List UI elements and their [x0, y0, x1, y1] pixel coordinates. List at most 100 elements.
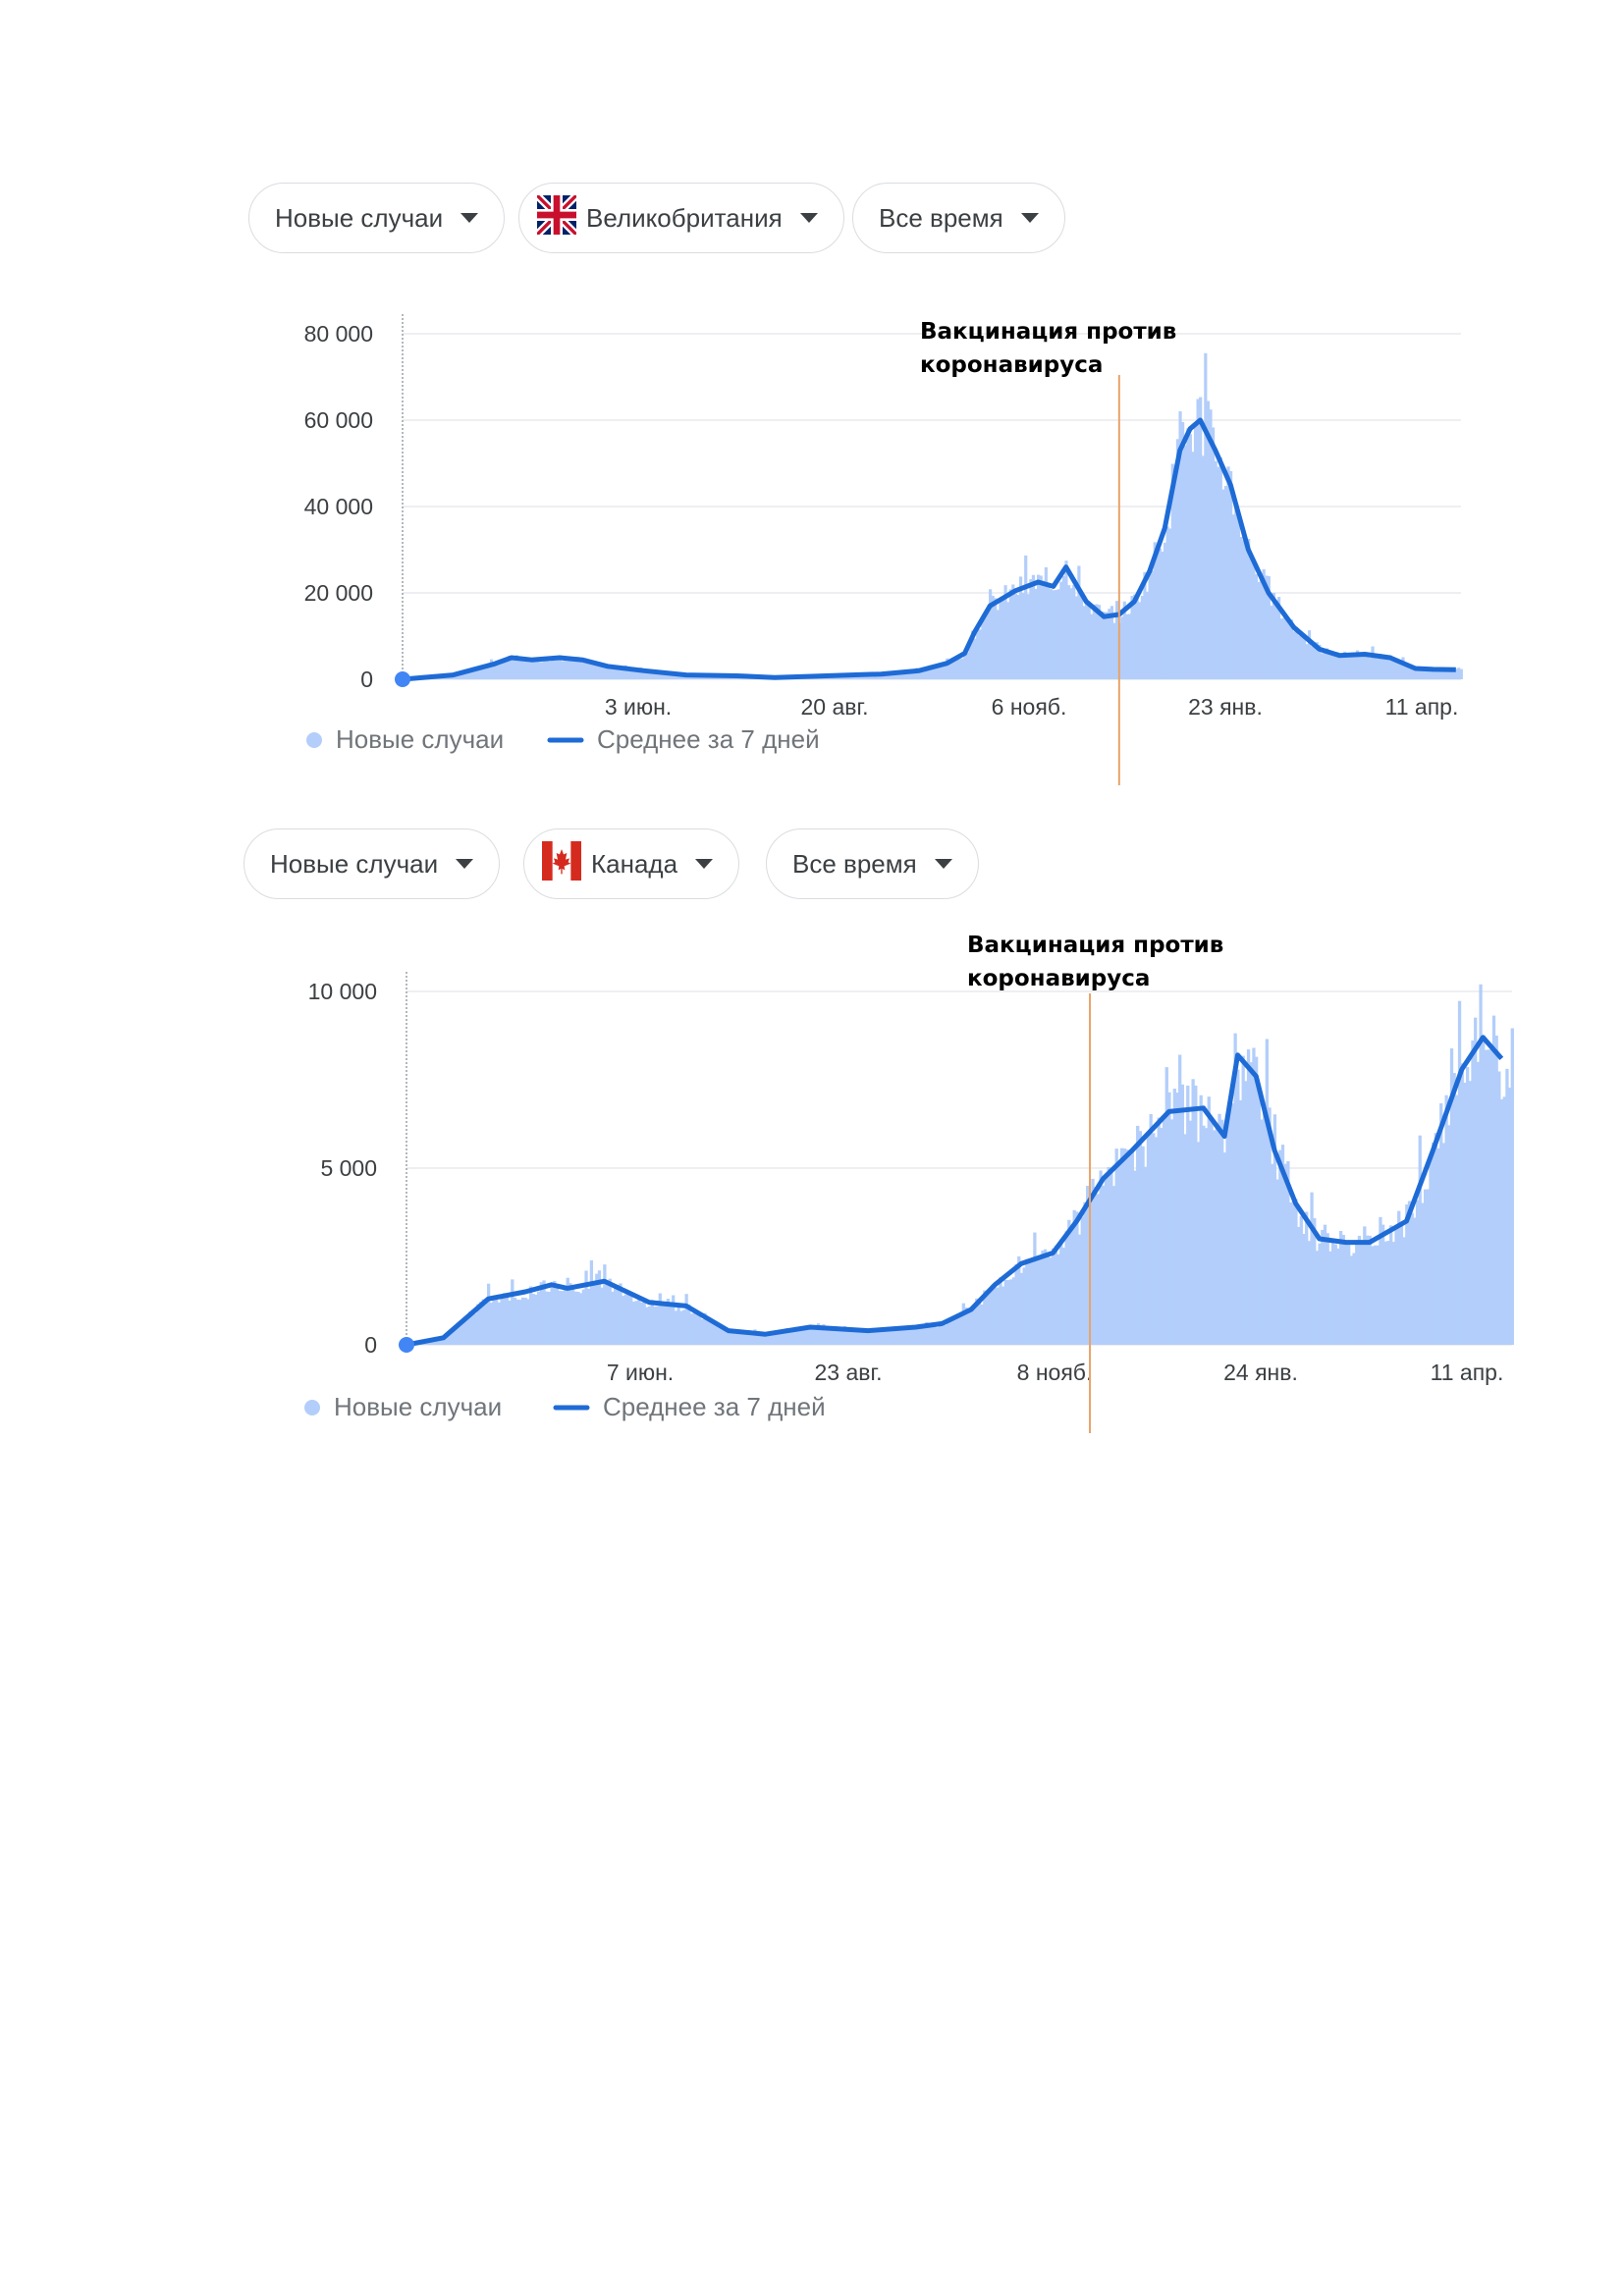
daily-bar — [703, 1312, 707, 1345]
daily-bar — [898, 1326, 902, 1345]
daily-bar — [667, 673, 671, 679]
daily-bar — [1380, 1224, 1385, 1345]
daily-bar — [558, 1290, 562, 1345]
metric-dropdown[interactable]: Новые случаи — [248, 183, 506, 253]
daily-bar — [583, 658, 587, 679]
daily-bar — [639, 667, 643, 679]
daily-bar — [584, 1270, 588, 1345]
daily-bar — [1297, 635, 1301, 679]
daily-bar — [887, 672, 892, 679]
daily-bar — [1380, 657, 1384, 679]
daily-bar — [947, 663, 951, 679]
metric-dropdown[interactable]: Новые случаи — [244, 828, 501, 899]
flag-uk-icon — [534, 191, 579, 241]
daily-bar — [1348, 657, 1352, 679]
daily-bar — [1160, 1127, 1164, 1345]
daily-bar — [864, 1330, 868, 1345]
daily-bar — [1277, 597, 1281, 679]
daily-bar — [906, 1328, 910, 1345]
daily-bar — [566, 1277, 569, 1345]
daily-bar — [644, 671, 648, 679]
daily-bar — [893, 1328, 897, 1345]
country-dropdown[interactable]: Канада — [523, 828, 740, 899]
daily-bar — [1415, 1200, 1420, 1345]
daily-bar — [689, 1313, 694, 1345]
daily-bar — [938, 667, 942, 679]
daily-bar — [658, 1293, 662, 1345]
daily-bar — [614, 666, 618, 679]
daily-bar — [1233, 1033, 1237, 1345]
daily-bar — [598, 665, 603, 679]
daily-bar — [1374, 656, 1378, 679]
daily-bar — [750, 1331, 754, 1345]
daily-bar — [1034, 588, 1038, 679]
daily-bar — [1360, 1240, 1364, 1345]
daily-bar — [580, 661, 584, 679]
daily-bar — [1241, 1055, 1245, 1345]
daily-bar — [950, 1318, 955, 1345]
daily-bar — [1127, 614, 1132, 679]
period-dropdown-label: Все время — [879, 202, 1003, 233]
daily-bar — [455, 1325, 460, 1345]
daily-bar — [489, 1303, 493, 1345]
daily-bar — [902, 672, 906, 679]
daily-bar — [484, 1301, 488, 1345]
daily-bar — [1161, 551, 1164, 679]
daily-bar — [928, 667, 932, 679]
controls-uk: Новые случаи Великобритания Все время — [248, 183, 1073, 255]
daily-bar — [1064, 561, 1068, 679]
daily-bar — [904, 671, 909, 679]
daily-bar — [1175, 439, 1180, 679]
daily-bar — [1407, 1201, 1412, 1345]
annotation-line1: Вакцинация против — [920, 319, 1176, 345]
daily-bar — [922, 667, 927, 679]
country-dropdown[interactable]: Великобритания — [518, 183, 844, 253]
daily-bar — [600, 1287, 604, 1345]
daily-bar — [1318, 1243, 1322, 1345]
daily-bar — [772, 1332, 776, 1345]
daily-bar — [556, 659, 560, 679]
period-dropdown[interactable]: Все время — [852, 183, 1065, 253]
daily-bar — [1013, 593, 1017, 679]
daily-bar — [462, 1317, 467, 1345]
daily-bar — [1494, 1036, 1498, 1345]
period-dropdown[interactable]: Все время — [766, 828, 979, 899]
daily-bar — [1157, 1117, 1161, 1345]
daily-bar — [471, 667, 476, 679]
daily-bar — [964, 1307, 968, 1345]
daily-bar — [523, 1298, 527, 1345]
daily-bar — [1199, 397, 1203, 679]
daily-bar — [641, 671, 645, 679]
daily-bar — [1401, 657, 1405, 679]
daily-bar — [1151, 570, 1155, 679]
daily-bar — [561, 1291, 565, 1345]
daily-bar — [1145, 591, 1150, 679]
daily-bar — [1046, 1255, 1050, 1345]
daily-bar — [1353, 654, 1357, 679]
daily-bar — [1366, 656, 1370, 679]
daily-bar — [1037, 574, 1041, 679]
daily-bar — [808, 1324, 813, 1345]
daily-bar — [950, 658, 954, 679]
y-tick-label: 40 000 — [304, 494, 373, 519]
daily-bar — [1236, 1069, 1240, 1345]
daily-bar — [652, 672, 656, 679]
daily-bar — [1343, 651, 1347, 679]
daily-bar — [581, 1289, 585, 1345]
country-dropdown-label: Канада — [591, 848, 678, 879]
daily-bar — [1218, 1113, 1221, 1345]
daily-bar — [474, 668, 478, 679]
daily-bar — [1326, 648, 1329, 679]
daily-bar — [827, 1328, 831, 1345]
period-dropdown-label: Все время — [792, 848, 917, 879]
daily-bar — [1296, 1226, 1301, 1345]
daily-bar — [1156, 549, 1160, 679]
daily-bar — [465, 1317, 469, 1345]
x-tick-label: 7 июн. — [607, 1360, 674, 1385]
daily-bar — [1286, 1161, 1290, 1345]
chart-uk: 0 20 000 40 000 60 000 80 000 3 июн. 20 авг. 6… — [304, 314, 1463, 785]
daily-bar — [1271, 1163, 1274, 1345]
daily-bar — [968, 646, 972, 679]
daily-bar — [1302, 634, 1306, 679]
daily-bar — [1223, 486, 1228, 679]
